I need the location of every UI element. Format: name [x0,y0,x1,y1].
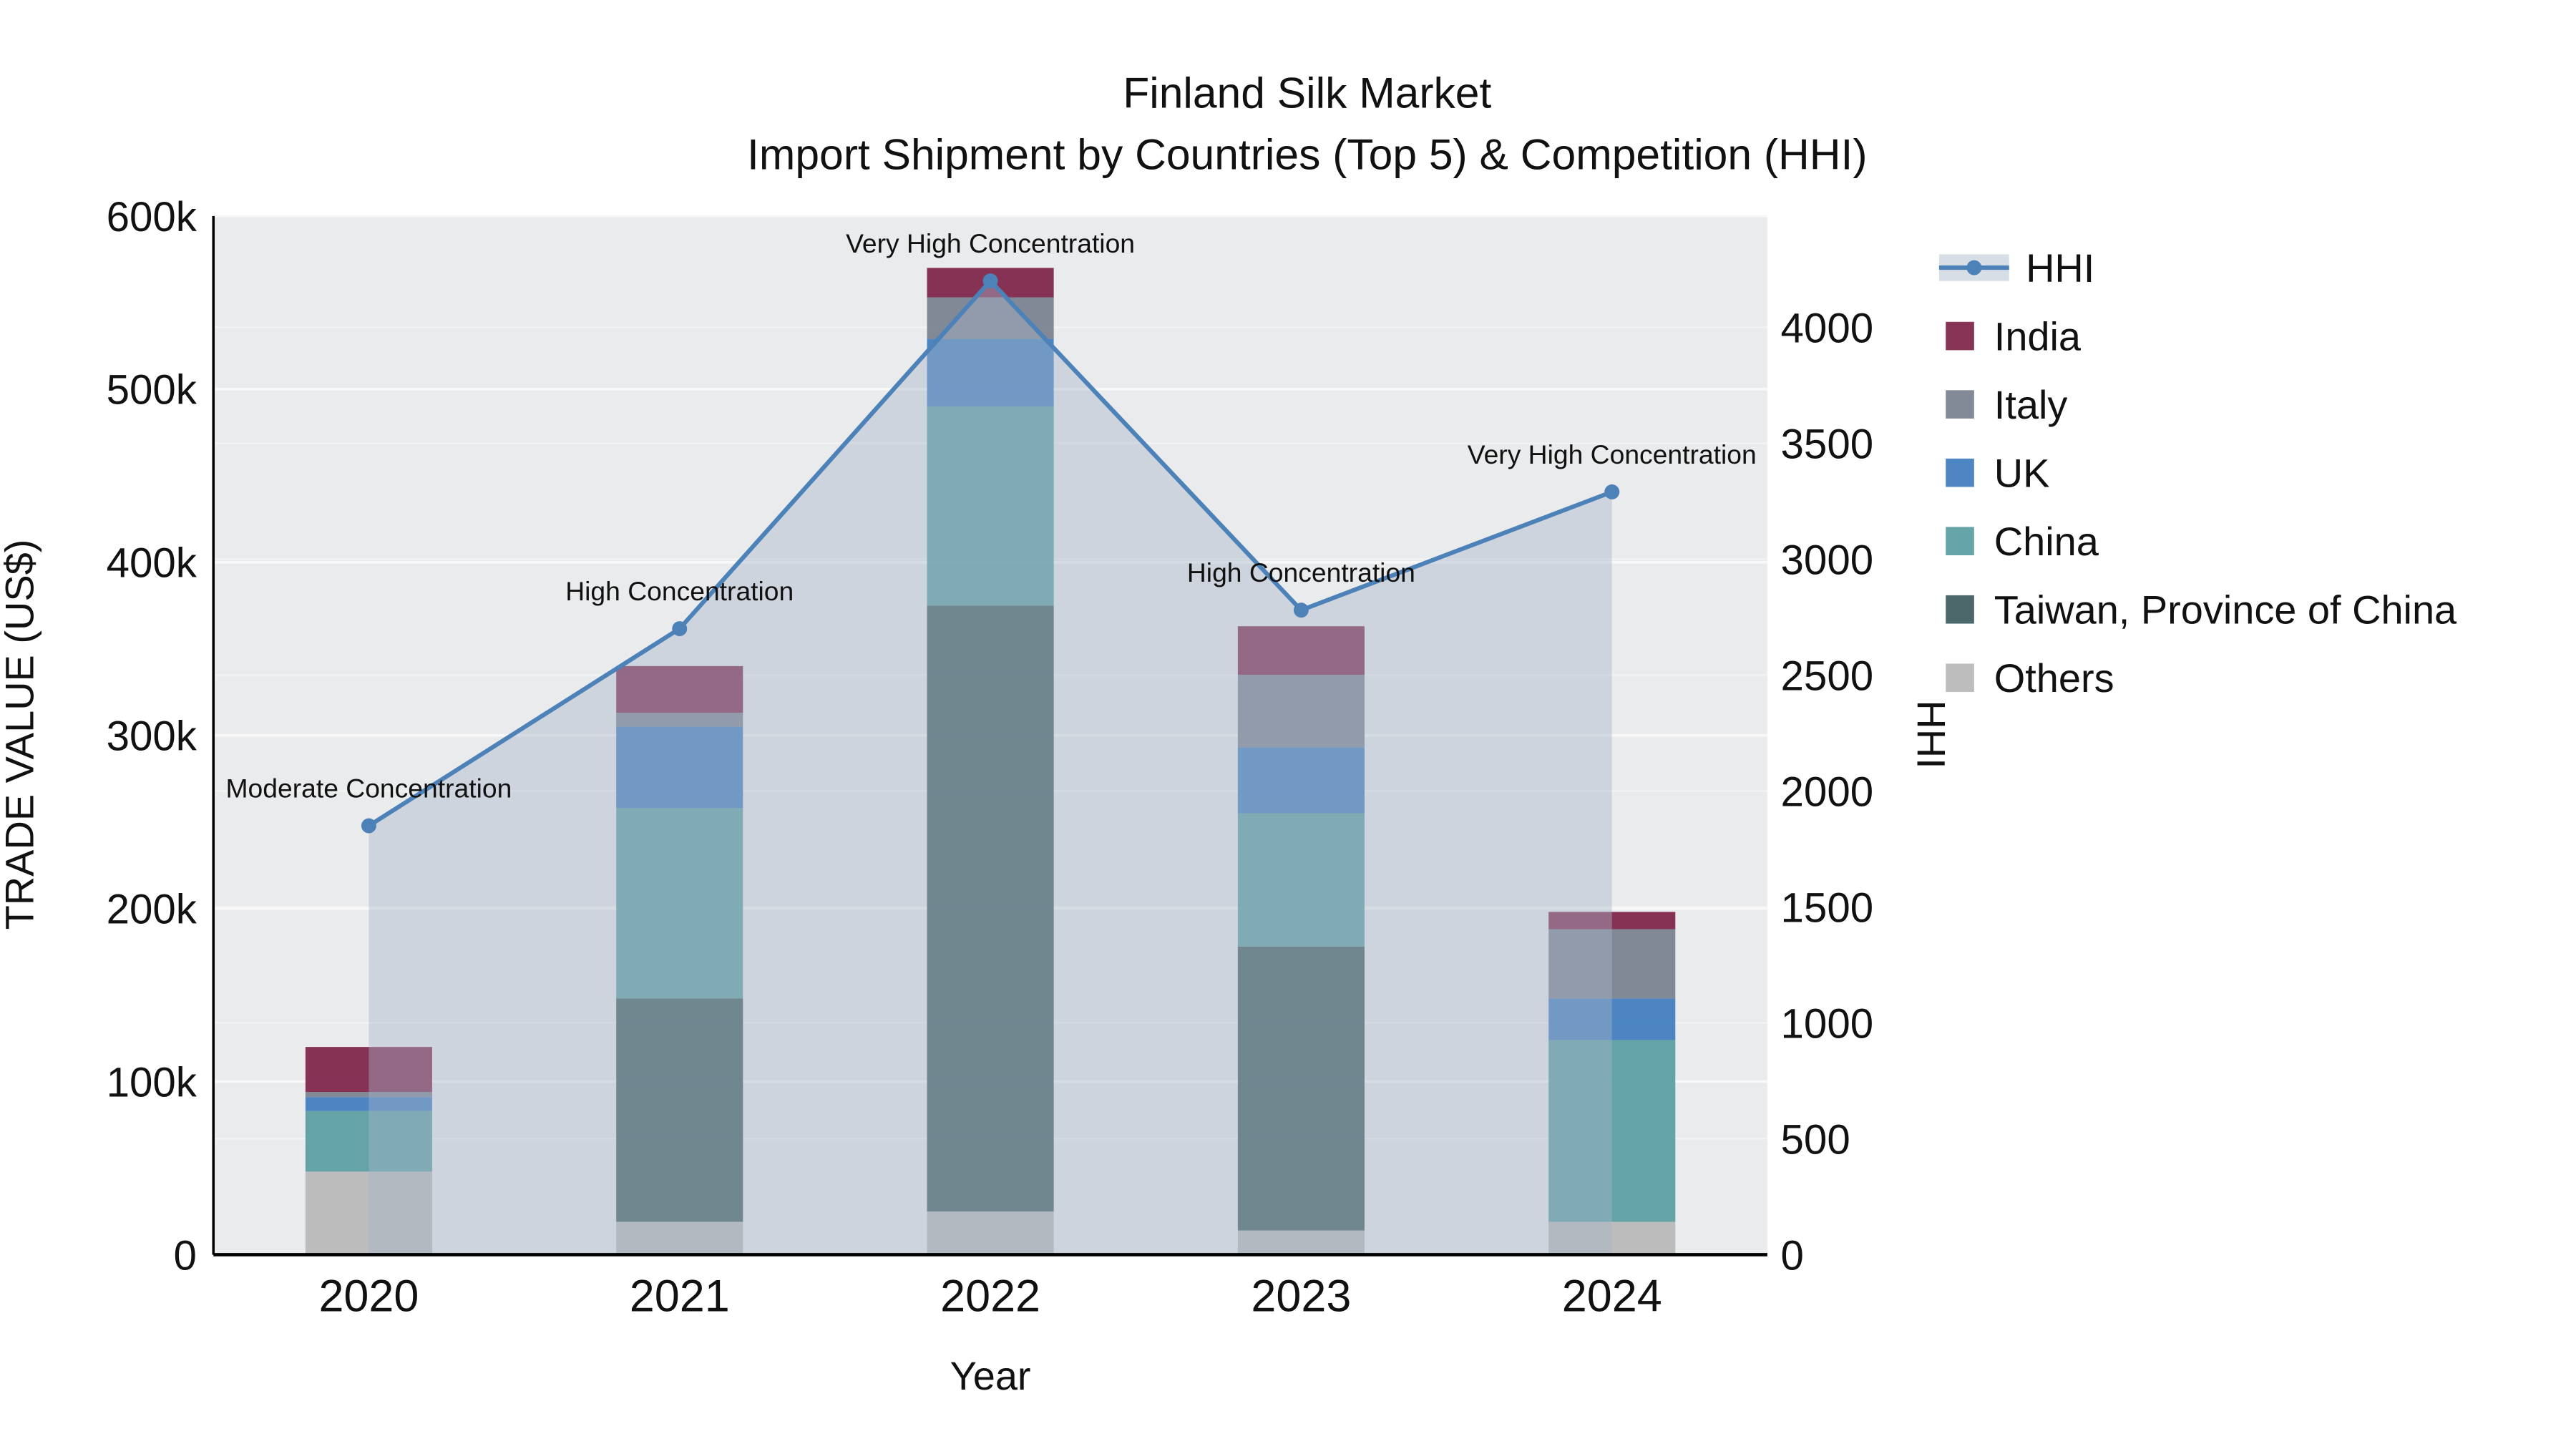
hhi-marker-2022[interactable] [982,273,998,289]
legend-label: Italy [1994,382,2068,427]
bar-2020-uk[interactable] [305,1097,432,1111]
hhi-area [369,280,1612,1255]
bar-2021-italy[interactable] [616,713,743,727]
bar-2022-taiwan-province-of-china[interactable] [927,605,1054,1211]
y2-tick-label: 2500 [1781,653,1874,699]
legend-swatch [1946,458,1974,487]
legend-swatch [1946,390,1974,419]
bar-2022-others[interactable] [927,1211,1054,1255]
bar-2023-china[interactable] [1237,813,1365,947]
bar-2020-india[interactable] [305,1047,432,1093]
y2-tick-label: 0 [1781,1232,1804,1279]
bar-2021-india[interactable] [616,665,743,713]
y-tick-label: 100k [107,1060,197,1106]
hhi-marker-2024[interactable] [1604,484,1620,499]
legend-label: China [1994,519,2099,564]
bar-2024-others[interactable] [1548,1221,1676,1255]
y2-tick-label: 1000 [1781,1000,1874,1047]
x-tick-label: 2021 [630,1272,730,1322]
bar-2021-uk[interactable] [616,726,743,809]
legend-item-taiwan-province-of-china[interactable]: Taiwan, Province of China [1946,587,2457,633]
hhi-marker-2020[interactable] [361,818,376,834]
x-tick-label: 2022 [940,1272,1040,1322]
x-tick-label: 2024 [1562,1272,1662,1322]
y-tick-label: 300k [107,713,197,760]
bar-2021-china[interactable] [616,808,743,999]
legend-item-hhi[interactable]: HHI [1938,245,2094,291]
y-tick-label: 200k [107,887,197,933]
annotation-2020: Moderate Concentration [226,773,512,803]
hhi-marker-2023[interactable] [1293,602,1309,618]
bar-2023-italy[interactable] [1237,674,1365,748]
bar-2021-taiwan-province-of-china[interactable] [616,998,743,1222]
bar-2023-uk[interactable] [1237,747,1365,814]
legend: HHI India Italy UK China Taiwan, Province of … [1938,245,2457,701]
bar-2024-india[interactable] [1548,912,1676,930]
y2-tick-label: 2000 [1781,769,1874,815]
legend-item-others[interactable]: Others [1946,655,2114,701]
legend-label: UK [1994,450,2050,495]
x-tick-label: 2023 [1251,1272,1351,1322]
annotation-2024: Very High Concentration [1468,439,1757,469]
x-tick-label: 2020 [318,1272,419,1322]
bar-2022-italy[interactable] [927,297,1054,339]
bar-2022-uk[interactable] [927,338,1054,406]
legend-swatch [1946,321,1974,351]
annotation-2021: High Concentration [565,576,794,606]
x-axis-title: Year [950,1353,1031,1398]
chart-title: Finland Silk Market [1123,68,1491,117]
legend-swatch [1946,595,1974,624]
bar-2020-italy[interactable] [305,1092,432,1098]
y-axis-title: TRADE VALUE (US$) [0,540,42,930]
bar-2020-others[interactable] [305,1171,432,1255]
legend-hhi-marker [1966,260,1982,275]
y2-tick-label: 3000 [1781,537,1874,583]
legend-label: India [1994,313,2082,358]
legend-item-uk[interactable]: UK [1946,450,2049,495]
bar-2024-china[interactable] [1548,1040,1676,1222]
plot-area: Moderate Concentration High Concentration… [107,194,1874,1322]
legend-label: HHI [2026,245,2094,291]
y2-axis-title: HHI [1909,700,1954,769]
bar-2022-china[interactable] [927,406,1054,606]
legend-swatch [1946,663,1974,693]
bar-2024-italy[interactable] [1548,929,1676,999]
y2-tick-label: 500 [1781,1116,1850,1163]
annotation-2022: Very High Concentration [846,228,1135,258]
legend-swatch [1946,527,1974,555]
legend-item-china[interactable]: China [1946,519,2099,564]
y2-tick-label: 1500 [1781,884,1874,931]
y-tick-label: 600k [107,194,197,240]
chart-subtitle: Import Shipment by Countries (Top 5) & C… [747,130,1868,179]
y-tick-label: 500k [107,367,197,414]
y2-tick-label: 4000 [1781,305,1874,351]
bar-2023-india[interactable] [1237,626,1365,675]
legend-label: Others [1994,655,2114,701]
bar-2020-china[interactable] [305,1111,432,1172]
bar-2023-others[interactable] [1237,1230,1365,1255]
y2-tick-label: 3500 [1781,421,1874,467]
hhi-marker-2021[interactable] [672,621,688,637]
legend-item-india[interactable]: India [1946,313,2082,358]
legend-item-italy[interactable]: Italy [1946,382,2067,427]
annotation-2023: High Concentration [1187,557,1415,587]
bar-2021-others[interactable] [616,1221,743,1255]
y-tick-label: 400k [107,540,197,587]
y-tick-label: 0 [174,1232,197,1279]
legend-label: Taiwan, Province of China [1994,587,2457,633]
bar-2023-taiwan-province-of-china[interactable] [1237,946,1365,1231]
bar-2024-uk[interactable] [1548,998,1676,1040]
